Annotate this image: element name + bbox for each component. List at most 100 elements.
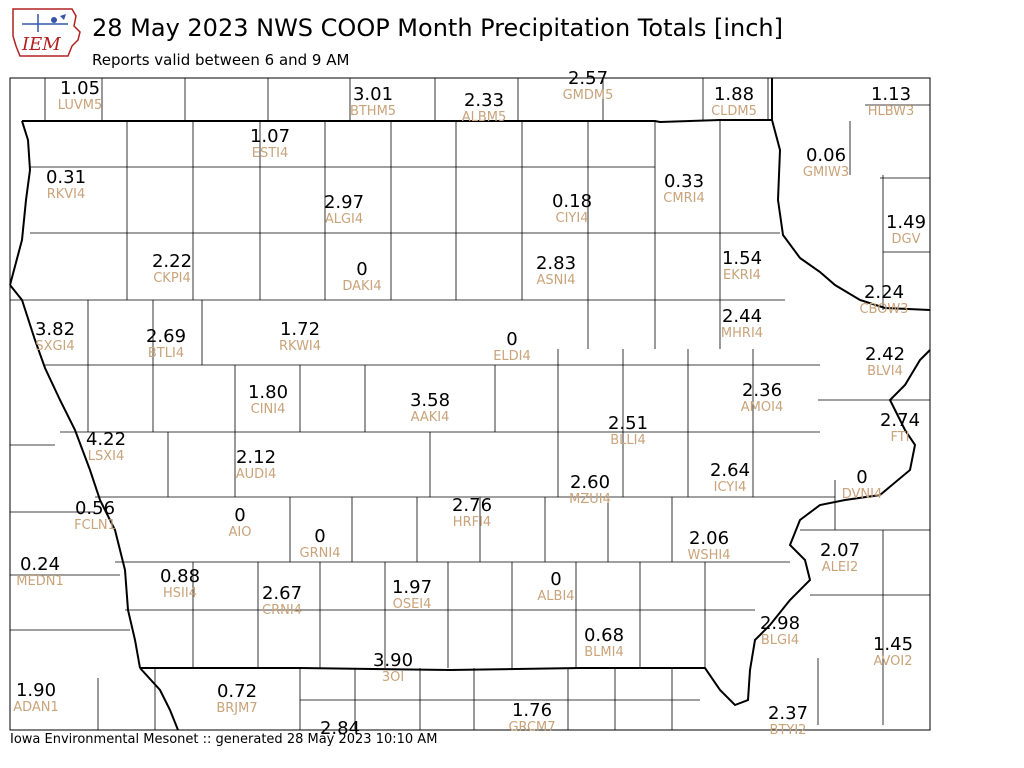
station-value: 1.90	[16, 680, 56, 701]
station-value: 2.51	[608, 413, 648, 434]
station-value: 0.24	[20, 554, 60, 575]
station-value: 1.07	[250, 126, 290, 147]
station-value: 2.24	[864, 282, 904, 303]
station-value: 1.45	[873, 634, 913, 655]
station-value: 1.88	[714, 84, 754, 105]
station-value: 4.22	[86, 429, 126, 450]
page-title: 28 May 2023 NWS COOP Month Precipitation…	[92, 14, 783, 42]
station-id: LUVM5	[58, 98, 103, 113]
station-id: GMIW3	[803, 165, 849, 180]
station-id: 3OI	[382, 670, 404, 685]
station-value: 3.01	[353, 84, 393, 105]
station-id: BLMI4	[584, 645, 623, 660]
station-value: 2.83	[536, 253, 576, 274]
station-id: FCLN1	[74, 518, 116, 533]
station-value: 0.33	[664, 171, 704, 192]
station-value: 2.44	[722, 306, 762, 327]
station-id: ESTI4	[252, 146, 289, 161]
station-id: BLLI4	[610, 433, 646, 448]
station-value: 0	[314, 526, 325, 547]
station-id: BLVI4	[867, 364, 903, 379]
station-id: RKVI4	[47, 187, 86, 202]
station-value: 2.42	[865, 344, 905, 365]
station-value: 0.18	[552, 191, 592, 212]
station-id: ELDI4	[493, 349, 531, 364]
station-value: 2.76	[452, 495, 492, 516]
station-value: 0	[234, 505, 245, 526]
station-id: CINI4	[251, 402, 286, 417]
station-value: 0.31	[46, 167, 86, 188]
station-id: ALBM5	[462, 110, 507, 125]
station-id: CRNI4	[262, 603, 302, 618]
station-id: EKRI4	[723, 268, 761, 283]
station-value: 1.05	[60, 78, 100, 99]
station-id: FTI	[890, 430, 909, 445]
station-id: ALBI4	[537, 589, 574, 604]
station-id: MHRI4	[721, 326, 763, 341]
station-id: RKWI4	[279, 339, 321, 354]
station-id: HSII4	[163, 586, 197, 601]
station-id: DGV	[892, 232, 921, 247]
station-id: SXGI4	[35, 339, 74, 354]
station-value: 2.60	[570, 472, 610, 493]
station-value: 0	[356, 259, 367, 280]
station-value: 2.97	[324, 192, 364, 213]
station-id: ICYI4	[714, 480, 747, 495]
station-value: 3.82	[35, 319, 75, 340]
station-id: MEDN1	[16, 574, 63, 589]
station-id: BLGI4	[761, 633, 799, 648]
station-id: AIO	[229, 525, 252, 540]
station-id: CMRI4	[663, 191, 704, 206]
station-id: CLDM5	[711, 104, 757, 119]
station-value: 0.72	[217, 681, 257, 702]
page-subtitle: Reports valid between 6 and 9 AM	[92, 51, 350, 69]
station-value: 0	[856, 467, 867, 488]
station-value: 0.56	[75, 498, 115, 519]
footer-text: Iowa Environmental Mesonet :: generated …	[10, 732, 438, 747]
station-id: ASNI4	[537, 273, 576, 288]
station-id: HRFI4	[453, 515, 491, 530]
station-value: 1.13	[871, 84, 911, 105]
station-id: GRNI4	[300, 546, 341, 561]
state-borders	[9, 78, 931, 731]
station-value: 2.57	[568, 68, 608, 89]
station-value: 2.33	[464, 90, 504, 111]
station-id: DVNI4	[842, 487, 883, 502]
station-value: 2.84	[320, 718, 360, 739]
station-id: GRCM7	[508, 720, 555, 735]
station-value: 0.88	[160, 566, 200, 587]
station-id: MZUI4	[569, 492, 611, 507]
station-value: 2.37	[768, 703, 808, 724]
station-value: 1.54	[722, 248, 762, 269]
station-value: 2.98	[760, 613, 800, 634]
station-id: AVOI2	[873, 654, 912, 669]
station-id: WSHI4	[688, 548, 731, 563]
iem-logo: IEM	[12, 8, 81, 57]
station-id: BRJM7	[216, 701, 257, 716]
station-value: 2.74	[880, 410, 920, 431]
station-value: 2.64	[710, 460, 750, 481]
station-id: LSXI4	[88, 449, 125, 464]
station-value: 0	[506, 329, 517, 350]
station-id: CBOW3	[859, 302, 908, 317]
station-id: DAKI4	[342, 279, 381, 294]
station-id: CKPI4	[153, 271, 191, 286]
station-value: 3.90	[373, 650, 413, 671]
station-value: 1.80	[248, 382, 288, 403]
station-value: 2.07	[820, 540, 860, 561]
station-value: 1.97	[392, 577, 432, 598]
station-id: CIYI4	[556, 211, 589, 226]
station-value: 0.06	[806, 145, 846, 166]
station-id: ALGI4	[325, 212, 363, 227]
station-value: 2.69	[146, 326, 186, 347]
station-id: AAKI4	[411, 410, 450, 425]
map-frame	[9, 77, 931, 731]
logo-text: IEM	[21, 34, 61, 55]
station-value: 2.67	[262, 583, 302, 604]
station-id: AUDI4	[236, 467, 277, 482]
station-value: 2.06	[689, 528, 729, 549]
station-value: 2.12	[236, 447, 276, 468]
station-id: HLBW3	[868, 104, 915, 119]
